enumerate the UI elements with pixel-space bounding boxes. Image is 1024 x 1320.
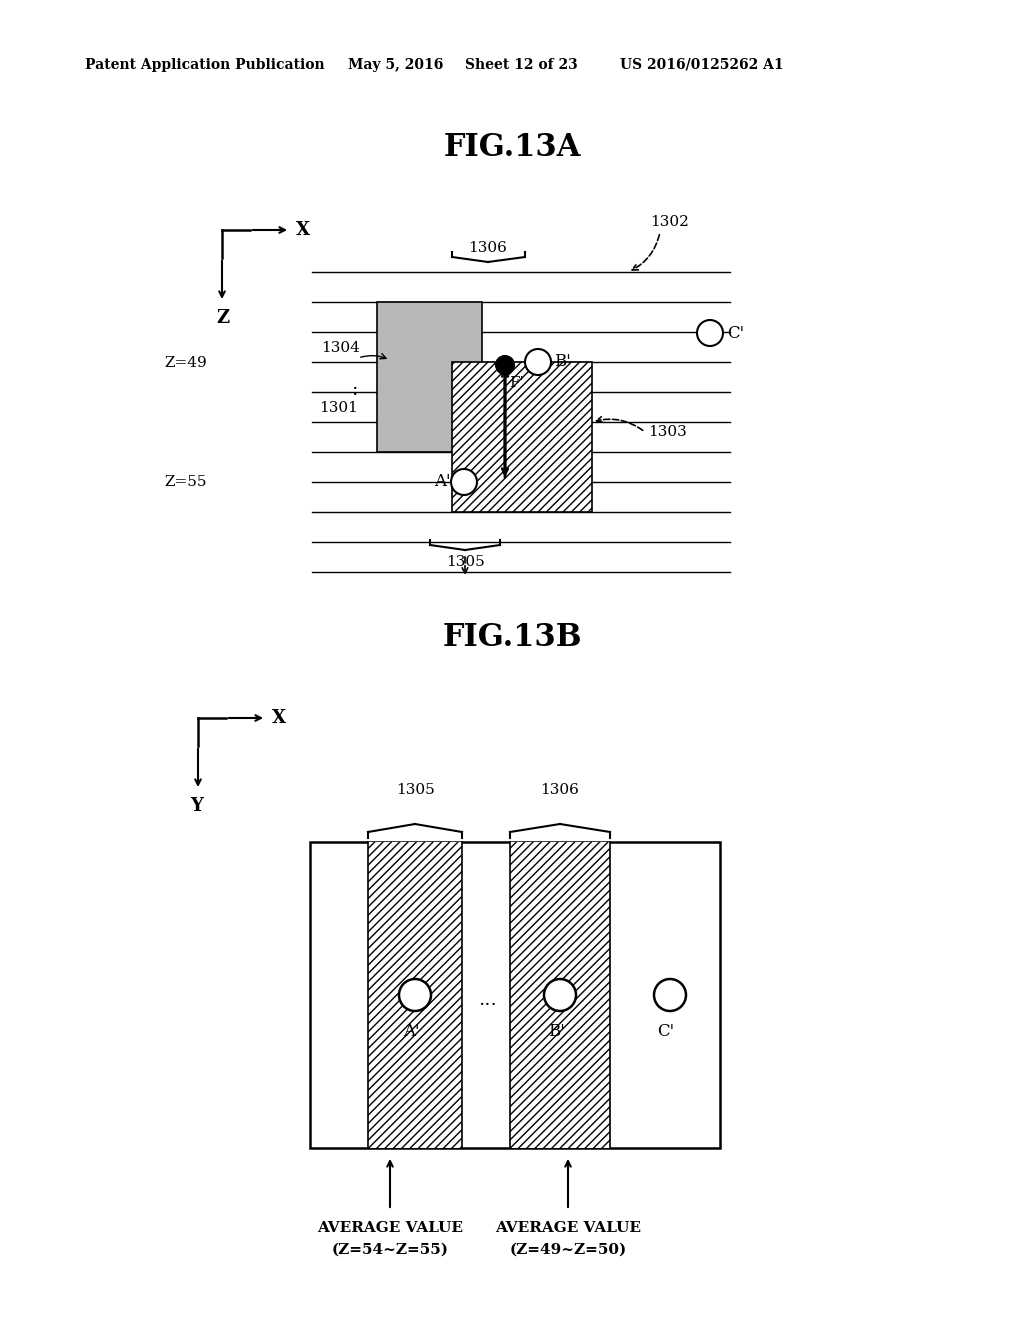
Text: Y: Y xyxy=(190,797,203,814)
Text: B': B' xyxy=(548,1023,564,1040)
Text: AVERAGE VALUE: AVERAGE VALUE xyxy=(317,1221,463,1236)
Text: X: X xyxy=(272,709,286,727)
Text: 1306: 1306 xyxy=(469,242,508,255)
Circle shape xyxy=(451,469,477,495)
Bar xyxy=(510,842,610,1148)
Text: 1301: 1301 xyxy=(319,401,358,414)
Circle shape xyxy=(544,979,575,1011)
Circle shape xyxy=(525,348,551,375)
Bar xyxy=(377,302,482,451)
Text: Z: Z xyxy=(216,309,229,327)
Text: 1306: 1306 xyxy=(541,783,580,797)
Text: 1305: 1305 xyxy=(445,554,484,569)
Text: 1302: 1302 xyxy=(650,215,689,228)
Bar xyxy=(310,842,720,1148)
Circle shape xyxy=(697,319,723,346)
Circle shape xyxy=(496,356,514,374)
Bar xyxy=(452,362,592,512)
Text: ...: ... xyxy=(477,991,497,1008)
Text: AVERAGE VALUE: AVERAGE VALUE xyxy=(495,1221,641,1236)
Text: FIG.13B: FIG.13B xyxy=(442,623,582,653)
Text: A': A' xyxy=(434,474,451,491)
Circle shape xyxy=(654,979,686,1011)
Text: Z=55: Z=55 xyxy=(165,475,207,488)
Bar xyxy=(482,392,590,512)
Text: Sheet 12 of 23: Sheet 12 of 23 xyxy=(465,58,578,73)
Text: (Z=54~Z=55): (Z=54~Z=55) xyxy=(332,1243,449,1257)
Text: FIG.13A: FIG.13A xyxy=(443,132,581,164)
Text: X: X xyxy=(296,220,310,239)
Text: Patent Application Publication: Patent Application Publication xyxy=(85,58,325,73)
Text: C': C' xyxy=(727,325,744,342)
Text: C': C' xyxy=(657,1023,675,1040)
Text: US 2016/0125262 A1: US 2016/0125262 A1 xyxy=(620,58,783,73)
Circle shape xyxy=(399,979,431,1011)
Text: A': A' xyxy=(402,1023,419,1040)
Bar xyxy=(368,842,462,1148)
Text: F': F' xyxy=(509,376,523,389)
Text: (Z=49~Z=50): (Z=49~Z=50) xyxy=(509,1243,627,1257)
Text: :: : xyxy=(351,381,358,399)
Text: May 5, 2016: May 5, 2016 xyxy=(348,58,443,73)
Text: B': B' xyxy=(554,354,570,371)
Text: 1304: 1304 xyxy=(322,341,360,355)
Text: 1305: 1305 xyxy=(395,783,434,797)
Text: 1303: 1303 xyxy=(648,425,687,440)
Text: Z=49: Z=49 xyxy=(164,356,207,370)
